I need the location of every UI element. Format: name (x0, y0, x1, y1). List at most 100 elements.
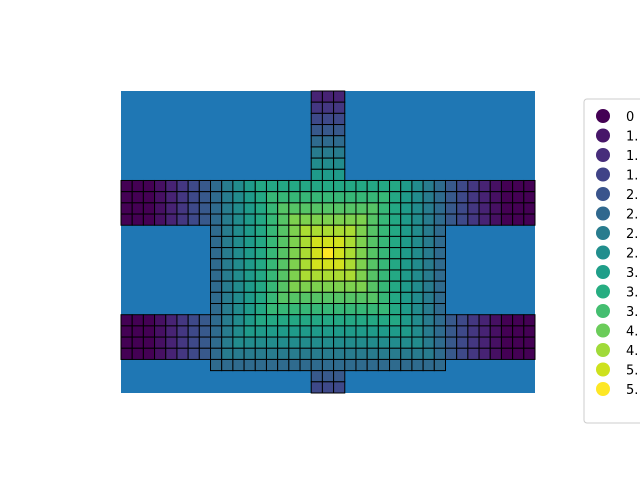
heatmap-cell (310, 314, 323, 327)
heatmap-cell (299, 202, 312, 215)
heatmap-cell (321, 224, 335, 237)
heatmap-cell (333, 191, 346, 204)
heatmap-cell (333, 358, 346, 372)
heatmap-cell (265, 269, 279, 282)
heatmap-cell (321, 269, 335, 282)
heatmap-cell (254, 303, 267, 316)
legend-marker (596, 382, 610, 396)
heatmap-cell (400, 224, 413, 237)
legend-marker (596, 265, 610, 279)
heatmap-cell (187, 191, 200, 204)
heatmap-cell (467, 347, 480, 360)
heatmap-cell (310, 336, 323, 349)
heatmap-cell (422, 202, 435, 215)
heatmap-cell (512, 347, 525, 360)
heatmap-cell (277, 191, 290, 204)
heatmap-cell (433, 213, 446, 226)
heatmap-cell (500, 314, 514, 327)
heatmap-cell (377, 303, 391, 316)
heatmap-cell (355, 291, 368, 305)
heatmap-cell (265, 247, 279, 260)
heatmap-cell (366, 280, 379, 293)
heatmap-cell (288, 280, 301, 293)
heatmap-cell (344, 280, 357, 293)
heatmap-cell (433, 325, 446, 338)
legend-label: 2. (626, 227, 638, 242)
legend-marker (596, 187, 610, 201)
heatmap-cell (120, 325, 133, 338)
heatmap-cell (142, 336, 156, 349)
heatmap-cell (456, 213, 469, 226)
heatmap-cell (310, 235, 323, 249)
heatmap-cell (142, 213, 156, 226)
heatmap-cell (277, 303, 290, 316)
heatmap-cell (355, 258, 368, 271)
heatmap-cell (344, 235, 357, 249)
heatmap-cell (344, 179, 357, 193)
heatmap-cell (288, 303, 301, 316)
heatmap-cell (243, 191, 256, 204)
heatmap-cell (500, 179, 514, 193)
heatmap-cell (210, 269, 223, 282)
heatmap-cell (411, 303, 424, 316)
heatmap-cell (254, 314, 267, 327)
heatmap-cell (400, 269, 413, 282)
heatmap-cell (142, 191, 156, 204)
heatmap-cell (288, 325, 301, 338)
heatmap-cell (366, 347, 379, 360)
heatmap-cell (254, 291, 267, 305)
heatmap-cell (165, 179, 178, 193)
heatmap-cell (344, 258, 357, 271)
heatmap-cell (265, 179, 279, 193)
heatmap-cell (444, 191, 458, 204)
heatmap-cell (310, 247, 323, 260)
heatmap-cell (344, 247, 357, 260)
heatmap-cell (142, 325, 156, 338)
heatmap-cell (400, 280, 413, 293)
heatmap-cell (198, 179, 212, 193)
heatmap-cell (411, 224, 424, 237)
heatmap-cell (299, 325, 312, 338)
heatmap-cell (523, 347, 536, 360)
heatmap-cell (277, 358, 290, 372)
heatmap-cell (411, 358, 424, 372)
heatmap-cell (221, 325, 234, 338)
heatmap-cell (154, 314, 167, 327)
legend-marker (596, 206, 610, 221)
heatmap-cell (377, 280, 391, 293)
heatmap-cell (366, 258, 379, 271)
heatmap-cell (165, 213, 178, 226)
heatmap-cell (355, 336, 368, 349)
heatmap-cell (444, 179, 458, 193)
heatmap-cell (210, 224, 223, 237)
heatmap-cell (310, 168, 323, 181)
heatmap-cell (265, 224, 279, 237)
heatmap-cell (377, 213, 391, 226)
legend-marker (596, 284, 610, 299)
heatmap-cell (288, 269, 301, 282)
heatmap-cell (198, 191, 212, 204)
heatmap-cell (310, 303, 323, 316)
heatmap-cell (456, 314, 469, 327)
heatmap-cell (366, 325, 379, 338)
heatmap-cell (154, 213, 167, 226)
heatmap-cell (187, 325, 200, 338)
heatmap-cell (310, 135, 323, 148)
heatmap-cell (243, 258, 256, 271)
heatmap-cell (187, 336, 200, 349)
heatmap-cell (456, 202, 469, 215)
heatmap-cell (400, 202, 413, 215)
heatmap-cell (310, 370, 323, 383)
heatmap-cell (456, 179, 469, 193)
legend-marker (596, 148, 610, 162)
heatmap-cell (355, 213, 368, 226)
heatmap-cell (478, 213, 491, 226)
heatmap-cell (355, 358, 368, 372)
heatmap-cell (321, 247, 335, 260)
heatmap-cell (366, 269, 379, 282)
heatmap-cell (131, 347, 144, 360)
heatmap-cell (333, 347, 346, 360)
heatmap-cell (500, 336, 514, 349)
heatmap-cell (467, 325, 480, 338)
